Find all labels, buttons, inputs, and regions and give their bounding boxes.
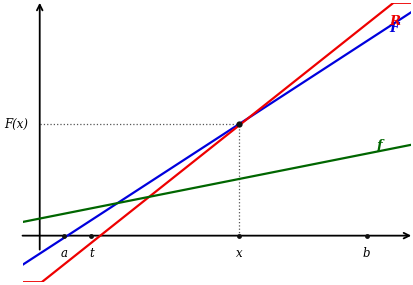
Text: f: f [376,139,382,152]
Text: a: a [60,247,67,260]
Text: x: x [235,247,242,260]
Text: F(x): F(x) [4,117,28,131]
Text: F: F [388,22,397,35]
Text: t: t [89,247,93,260]
Text: b: b [362,247,369,260]
Text: R: R [388,15,399,28]
